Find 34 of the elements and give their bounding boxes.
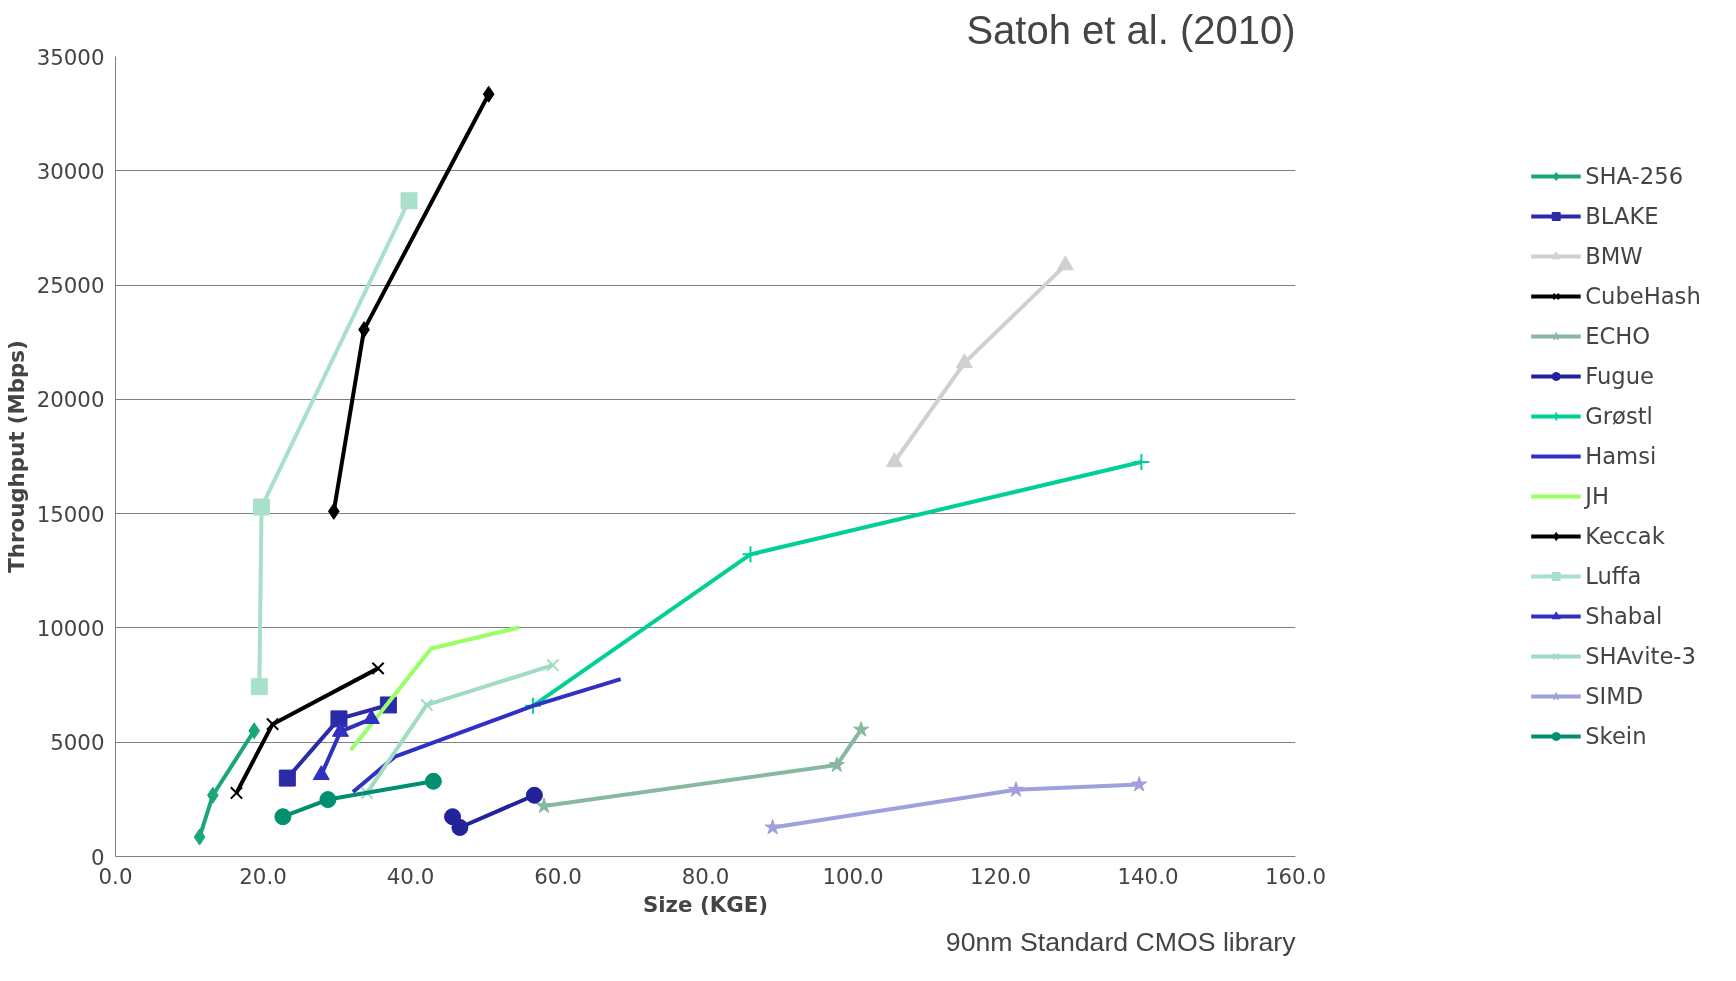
legend-label: Fugue bbox=[1585, 363, 1655, 389]
legend-label: Grøstl bbox=[1585, 403, 1653, 429]
y-tick-label: 15000 bbox=[36, 501, 105, 527]
legend-label: Hamsi bbox=[1585, 443, 1657, 469]
legend-label: SHA-256 bbox=[1585, 163, 1684, 189]
legend-label: Skein bbox=[1585, 723, 1647, 749]
y-tick-label: 35000 bbox=[36, 44, 105, 70]
legend-label: Keccak bbox=[1585, 523, 1665, 549]
legend-label: Luffa bbox=[1585, 563, 1642, 589]
y-tick-label: 25000 bbox=[36, 273, 105, 299]
y-tick-label: 30000 bbox=[36, 158, 105, 184]
x-tick-label: 160.0 bbox=[1264, 863, 1327, 889]
legend-label: BMW bbox=[1585, 243, 1643, 269]
y-tick-label: 5000 bbox=[50, 730, 105, 756]
y-axis-title: Throughput (Mbps) bbox=[3, 340, 29, 573]
legend-label: SIMD bbox=[1585, 683, 1644, 709]
y-tick-label: 20000 bbox=[36, 387, 105, 413]
legend-label: CubeHash bbox=[1585, 283, 1701, 309]
legend-label: SHAvite-3 bbox=[1585, 643, 1696, 669]
x-axis-title: Size (KGE) bbox=[642, 891, 769, 917]
x-tick-label: 140.0 bbox=[1117, 863, 1179, 889]
x-tick-label: 100.0 bbox=[822, 863, 884, 889]
x-tick-label: 40.0 bbox=[386, 863, 435, 889]
x-tick-label: 80.0 bbox=[681, 863, 730, 889]
x-tick-label: 60.0 bbox=[534, 863, 582, 889]
legend-label: ECHO bbox=[1585, 323, 1651, 349]
y-tick-label: 10000 bbox=[36, 615, 105, 641]
text: 90nm Standard CMOS library bbox=[945, 926, 1297, 957]
legend-label: BLAKE bbox=[1585, 203, 1659, 229]
x-tick-label: 120.0 bbox=[969, 863, 1032, 889]
chart-title: Satoh et al. (2010) bbox=[966, 7, 1296, 52]
legend-label: Shabal bbox=[1585, 603, 1663, 629]
x-tick-label: 20.0 bbox=[239, 863, 287, 889]
legend-label: JH bbox=[1585, 483, 1609, 509]
